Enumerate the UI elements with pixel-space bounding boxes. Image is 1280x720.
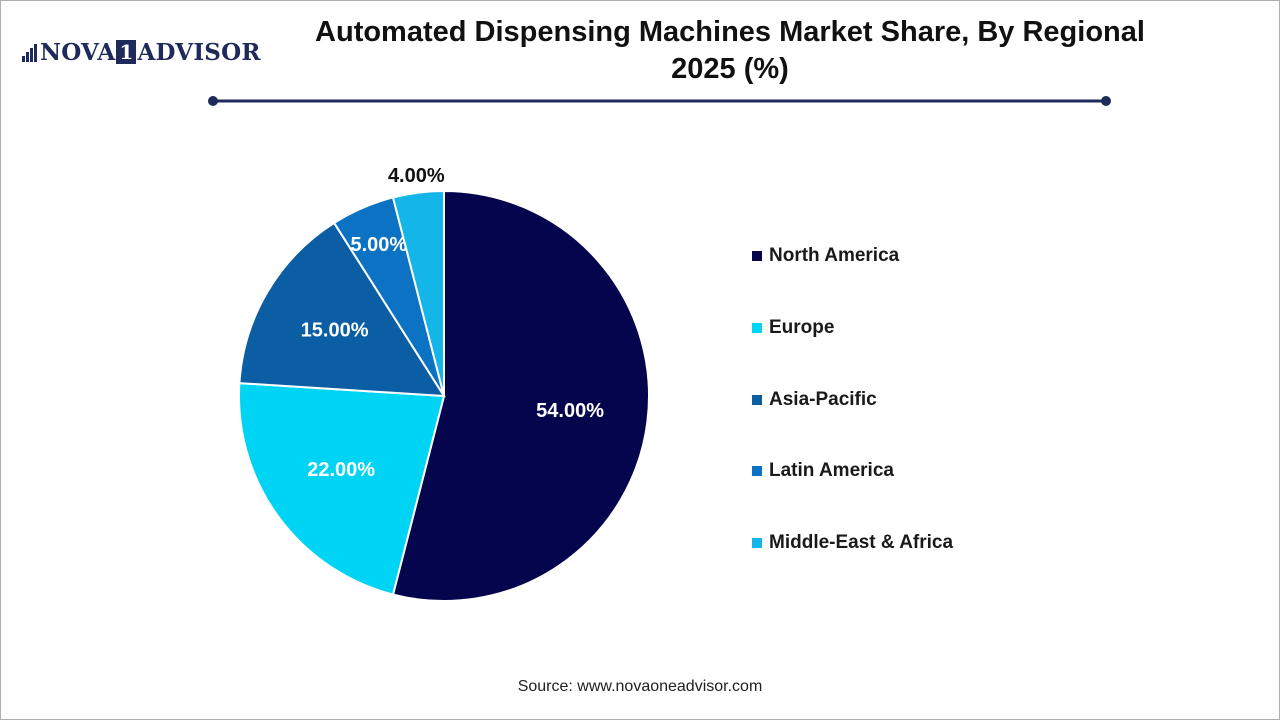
logo-text-box: 1 [116,40,137,64]
chart-title: Automated Dispensing Machines Market Sha… [290,14,1170,88]
source-note: Source: www.novaoneadvisor.com [517,678,763,695]
pie-slice-asia-pacific [238,221,446,398]
pie-slice-north-america [391,189,650,602]
legend-label-europe: Europe [769,316,835,338]
legend-label-north-america: North America [769,245,900,266]
legend-label-middle-east-africa: Middle-East & Africa [769,532,954,553]
legend-label-asia-pacific: Asia-Pacific [769,388,877,410]
data-label-latin-america: 5.00% [351,234,408,256]
brand-logo: NOVA 1 ADVISOR [22,36,261,68]
data-label-middle-east-africa: 4.00% [388,165,445,187]
logo-bars-icon [22,42,37,62]
legend-swatch-middle-east-africa [752,538,762,548]
data-label-asia-pacific: 15.00% [301,320,369,342]
legend-item-asia-pacific: Asia-Pacific [752,382,953,418]
pie-slice-middle-east-africa [391,189,445,397]
legend-item-middle-east-africa: Middle-East & Africa [752,525,953,561]
chart-title-line-2: 2025 (%) [671,53,789,85]
chart-title-line-1: Automated Dispensing Machines Market Sha… [315,16,1145,48]
legend-swatch-north-america [752,251,762,261]
data-label-europe: 22.00% [307,459,375,481]
legend-swatch-latin-america [752,466,762,477]
legend-swatch-asia-pacific [752,394,762,405]
logo-text-nova: NOVA [40,38,116,66]
pie-slice-europe [238,382,446,596]
data-label-north-america: 54.00% [536,400,604,422]
legend-swatch-europe [752,322,762,333]
legend-item-latin-america: Latin America [752,453,953,489]
logo-text-advisor: ADVISOR [137,38,261,66]
legend-item-europe: Europe [752,310,953,346]
legend-item-north-america: North America [752,238,953,274]
chart-legend: North America Europe Asia-Pacific Latin Ame… [752,238,953,597]
legend-label-latin-america: Latin America [769,460,894,482]
